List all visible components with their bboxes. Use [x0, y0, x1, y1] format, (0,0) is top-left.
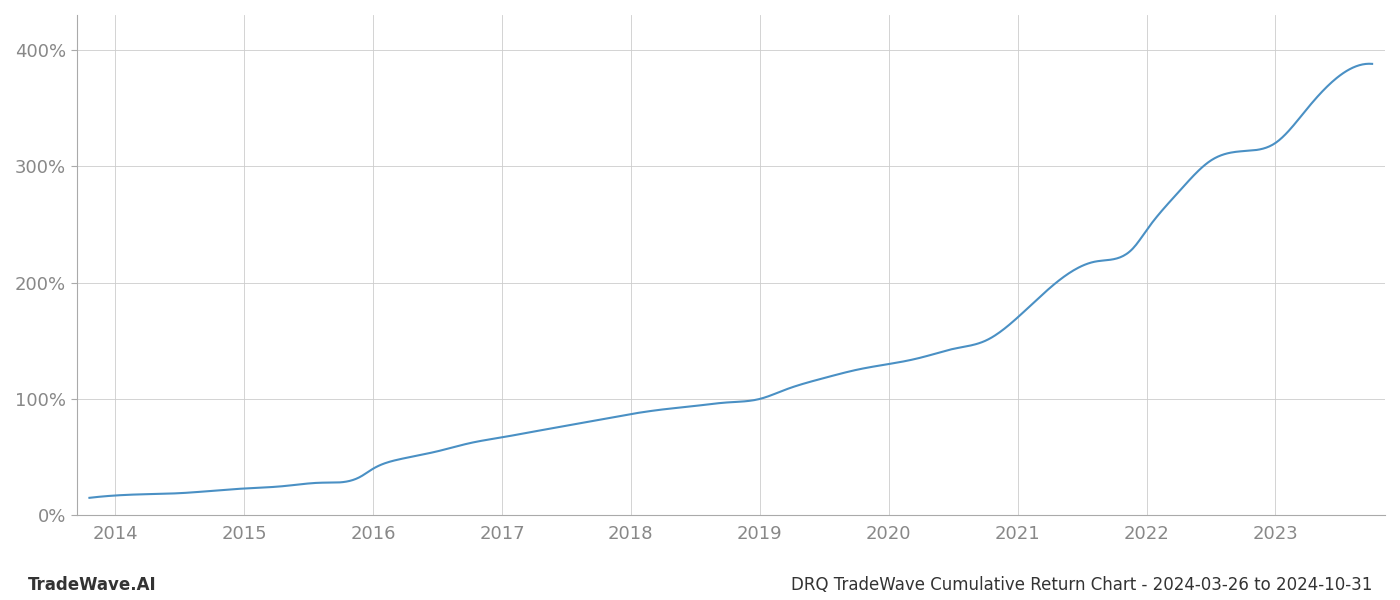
Text: TradeWave.AI: TradeWave.AI — [28, 576, 157, 594]
Text: DRQ TradeWave Cumulative Return Chart - 2024-03-26 to 2024-10-31: DRQ TradeWave Cumulative Return Chart - … — [791, 576, 1372, 594]
